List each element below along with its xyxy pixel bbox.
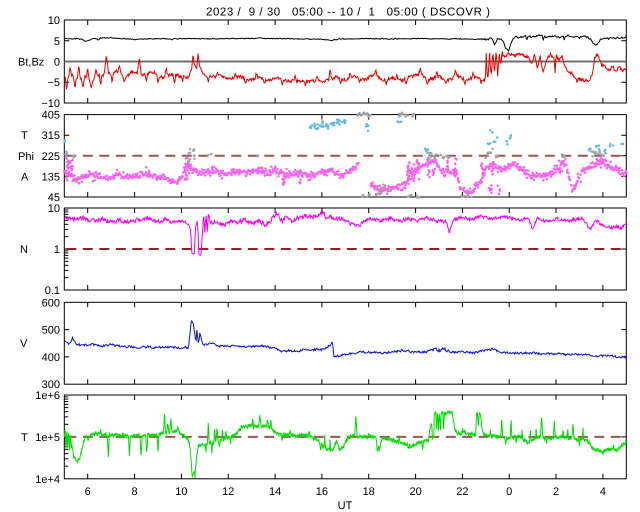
svg-text:12: 12 [222, 486, 234, 498]
svg-text:6: 6 [85, 486, 91, 498]
svg-text:0: 0 [54, 57, 60, 69]
svg-text:405: 405 [42, 110, 60, 122]
svg-text:135: 135 [42, 171, 60, 183]
svg-text:T: T [21, 130, 28, 142]
svg-text:2: 2 [553, 486, 559, 498]
svg-text:Phi: Phi [18, 151, 34, 163]
svg-text:400: 400 [42, 352, 60, 364]
svg-text:225: 225 [42, 151, 60, 163]
svg-text:A: A [21, 171, 29, 183]
svg-text:20: 20 [409, 486, 421, 498]
svg-text:N: N [20, 244, 28, 256]
svg-text:18: 18 [363, 486, 375, 498]
svg-text:14: 14 [269, 486, 281, 498]
svg-text:500: 500 [42, 325, 60, 337]
svg-text:V: V [20, 338, 28, 350]
svg-text:5: 5 [54, 36, 60, 48]
svg-text:2023 / 9 / 30 05:00 -- 10 /: 2023 / 9 / 30 05:00 -- 10 / 1 05:00 ( DS… [206, 7, 490, 19]
svg-text:−5: −5 [47, 77, 60, 89]
svg-text:315: 315 [42, 130, 60, 142]
svg-text:1e+6: 1e+6 [35, 390, 60, 402]
svg-text:1: 1 [54, 244, 60, 256]
svg-text:8: 8 [132, 486, 138, 498]
svg-text:0.1: 0.1 [45, 285, 60, 297]
svg-text:1e+4: 1e+4 [35, 474, 60, 486]
svg-text:T: T [21, 432, 28, 444]
svg-text:10: 10 [175, 486, 187, 498]
svg-text:300: 300 [42, 379, 60, 391]
svg-text:−10: −10 [41, 98, 60, 110]
svg-text:4: 4 [600, 486, 606, 498]
svg-text:10: 10 [48, 15, 60, 27]
svg-text:0: 0 [506, 486, 512, 498]
svg-text:10: 10 [48, 203, 60, 215]
svg-text:1e+5: 1e+5 [35, 432, 60, 444]
svg-text:Bt,Bz: Bt,Bz [18, 57, 44, 69]
svg-text:UT: UT [338, 500, 353, 512]
svg-text:600: 600 [42, 297, 60, 309]
svg-text:16: 16 [316, 486, 328, 498]
svg-text:45: 45 [48, 192, 60, 204]
svg-text:22: 22 [456, 486, 468, 498]
